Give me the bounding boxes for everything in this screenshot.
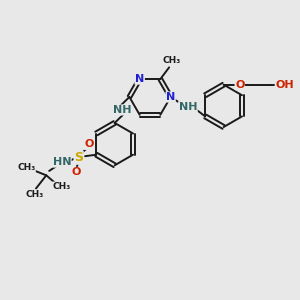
Text: S: S: [74, 151, 83, 164]
Text: N: N: [166, 92, 175, 102]
Text: HN: HN: [52, 157, 71, 167]
Text: OH: OH: [275, 80, 294, 90]
Text: O: O: [71, 167, 80, 177]
Text: CH₃: CH₃: [26, 190, 44, 199]
Text: CH₃: CH₃: [52, 182, 71, 191]
Text: CH₃: CH₃: [163, 56, 181, 64]
Text: NH: NH: [113, 105, 131, 115]
Text: NH: NH: [179, 102, 197, 112]
Text: O: O: [235, 80, 244, 90]
Text: CH₃: CH₃: [17, 164, 35, 172]
Text: O: O: [84, 140, 94, 149]
Text: N: N: [135, 74, 144, 84]
